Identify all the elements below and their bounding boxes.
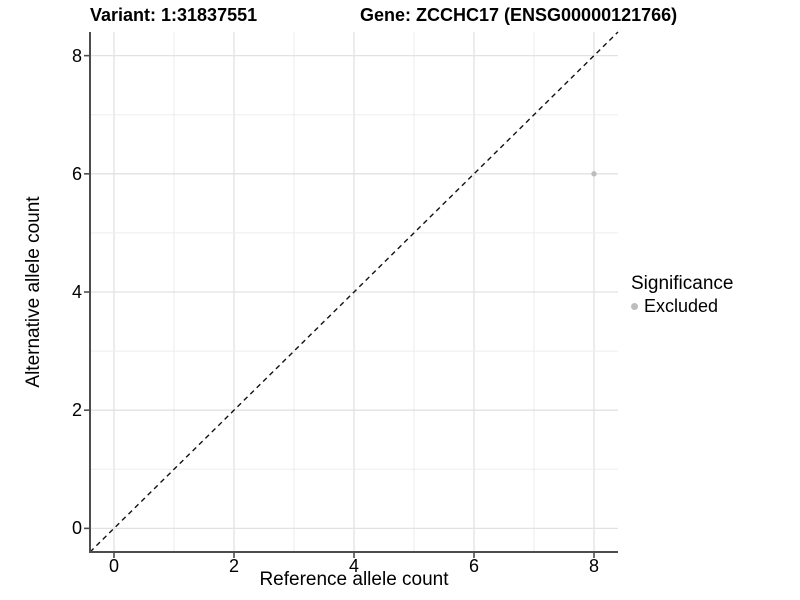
x-tick-label: 0 — [108, 556, 120, 576]
x-tick-label: 2 — [228, 556, 240, 576]
legend-item-label: Excluded — [644, 296, 719, 316]
x-tick-label: 4 — [348, 556, 360, 576]
identity-dashed-line — [89, 31, 619, 553]
legend-point-icon — [631, 302, 638, 310]
legend-item-excluded: Excluded — [631, 295, 733, 317]
plot-title-variant: Variant: 1:31837551 — [90, 5, 258, 25]
y-tick-label: 2 — [71, 400, 82, 421]
x-tick-label: 6 — [468, 556, 480, 576]
x-axis-title: Reference allele count — [259, 569, 449, 590]
y-tick-label: 8 — [71, 45, 82, 66]
legend: Significance Excluded — [631, 273, 733, 317]
legend-title: Significance — [631, 273, 734, 294]
y-tick-label: 6 — [71, 163, 82, 184]
plot-title-gene: Gene: ZCCHC17 (ENSG00000121766) — [360, 5, 678, 25]
y-axis-title: Alternative allele count — [23, 196, 44, 388]
x-tick-label: 8 — [588, 556, 600, 576]
data-point — [591, 171, 597, 177]
y-tick-label: 4 — [71, 282, 82, 302]
y-tick-label: 0 — [71, 518, 82, 539]
